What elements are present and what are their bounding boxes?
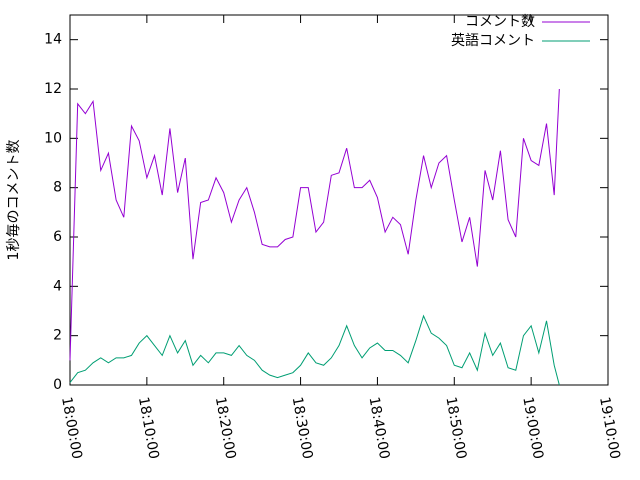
plot-frame <box>69 14 609 386</box>
x-tick-label: 18:00:00 <box>58 396 85 461</box>
x-tick-label: 19:10:00 <box>596 396 623 461</box>
x-tick-label: 18:50:00 <box>442 396 469 461</box>
y-tick-label: 12 <box>44 81 62 97</box>
y-tick-label: 8 <box>53 180 62 196</box>
x-tick-label: 19:00:00 <box>519 396 546 461</box>
x-tick-label: 18:10:00 <box>135 396 162 461</box>
series-line <box>69 314 560 386</box>
y-tick-label: 6 <box>53 229 62 245</box>
y-axis-label: 1秒毎のコメント数 <box>6 140 22 261</box>
x-tick-label: 18:40:00 <box>366 396 393 461</box>
legend-label: 英語コメント <box>451 32 535 49</box>
y-tick-label: 10 <box>44 130 62 146</box>
series-line <box>69 88 560 361</box>
x-tick-label: 18:20:00 <box>212 396 239 461</box>
y-tick-label: 4 <box>53 278 62 294</box>
legend-label: コメント数 <box>465 14 535 30</box>
y-tick-label: 14 <box>44 32 62 48</box>
x-tick-label: 18:30:00 <box>289 396 316 461</box>
y-tick-label: 0 <box>53 377 62 393</box>
y-tick-label: 2 <box>53 328 62 344</box>
